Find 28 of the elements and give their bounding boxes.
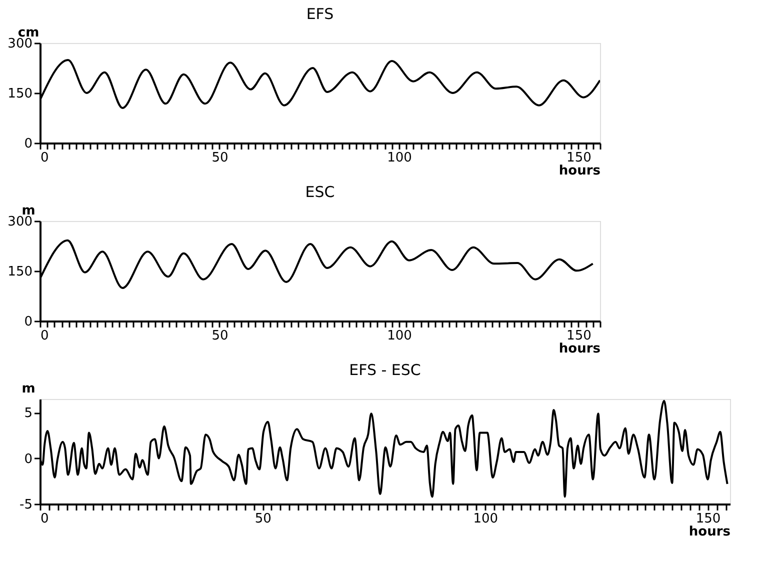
y-tick-label: 300 (8, 214, 32, 230)
y-axis-title: m (22, 382, 36, 396)
chart-title: ESC (305, 183, 335, 201)
y-tick-label: 150 (8, 264, 32, 280)
y-tick-label: 150 (8, 86, 32, 102)
y-tick-label: 0 (24, 314, 32, 330)
x-tick-label: 100 (387, 150, 412, 166)
x-tick-label: 50 (212, 150, 228, 166)
x-tick-label: 50 (254, 512, 272, 526)
x-tick-label: 0 (40, 328, 49, 344)
x-axis-title: hours (688, 524, 731, 540)
x-tick-label: 150 (566, 328, 592, 344)
y-tick-label: 300 (8, 36, 32, 52)
chart-title: EFS (306, 5, 334, 23)
x-tick-label: 0 (40, 150, 49, 166)
x-tick-label: 0 (40, 512, 49, 526)
x-tick-label: 150 (566, 150, 592, 166)
x-tick-label: 100 (473, 512, 498, 526)
x-tick-label: 100 (387, 328, 412, 344)
x-tick-label: 50 (212, 328, 228, 344)
y-tick-label: 5 (24, 406, 32, 422)
chart-title: EFS - ESC (349, 361, 421, 379)
x-axis-title: hours (558, 164, 601, 178)
y-tick-label: 0 (24, 136, 32, 152)
y-tick-label: -5 (20, 498, 32, 512)
x-tick-label: 150 (696, 512, 721, 526)
x-axis-title: hours (558, 342, 601, 356)
y-tick-label: 0 (24, 452, 32, 467)
